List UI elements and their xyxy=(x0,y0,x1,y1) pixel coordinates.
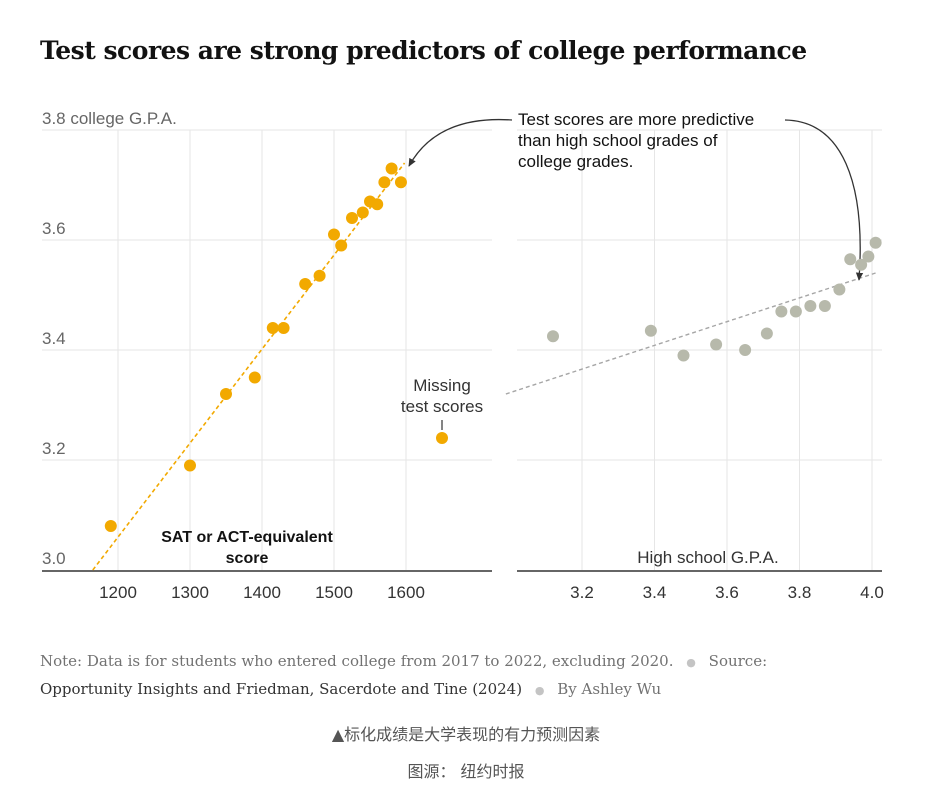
gpa-data-point xyxy=(760,327,773,340)
right-x-axis-label: High school G.P.A. xyxy=(637,548,778,567)
separator-dot-1: ● xyxy=(686,656,696,669)
score-data-point xyxy=(277,322,290,334)
score-data-point xyxy=(220,388,232,400)
annotation-text-line: college grades. xyxy=(518,152,633,171)
missing-score-data-point xyxy=(436,432,448,444)
left-x-tick-label: 1400 xyxy=(243,583,281,602)
source-label: Source: xyxy=(708,652,768,670)
score-data-point xyxy=(346,212,358,224)
chart-note: Note: Data is for students who entered c… xyxy=(40,648,900,704)
right-x-tick-label: 4.0 xyxy=(860,583,884,602)
missing-label-line-1: Missing xyxy=(413,376,471,395)
y-tick-label: 3.4 xyxy=(42,329,66,348)
byline: By Ashley Wu xyxy=(557,680,662,698)
y-tick-label: 3.0 xyxy=(42,549,66,568)
gpa-data-point xyxy=(677,349,690,362)
y-tick-label: 3.6 xyxy=(42,219,66,238)
gpa-data-point xyxy=(869,236,882,249)
gpa-data-point xyxy=(644,324,657,337)
gpa-data-point xyxy=(775,305,788,318)
left-x-tick-label: 1600 xyxy=(387,583,425,602)
gpa-data-point xyxy=(862,250,875,263)
left-x-axis-label-line-2: score xyxy=(226,550,269,567)
gpa-data-point xyxy=(547,330,559,343)
source-text: Opportunity Insights and Friedman, Sacer… xyxy=(40,680,523,698)
annotation-text-line: Test scores are more predictive xyxy=(518,110,754,129)
left-x-tick-label: 1500 xyxy=(315,583,353,602)
chart-plot-area: 3.0 3.2 3.4 3.6 3.8 college G.P.A. 1200 1300 14… xyxy=(42,109,884,602)
y-tick-label: 3.8 college G.P.A. xyxy=(42,109,177,128)
left-x-axis-label-line-1: SAT or ACT-equivalent xyxy=(161,529,333,546)
score-data-point xyxy=(299,278,312,290)
score-data-point xyxy=(104,520,117,532)
right-x-tick-label: 3.2 xyxy=(570,583,594,602)
score-data-point xyxy=(378,176,391,189)
left-x-tick-label: 1200 xyxy=(99,583,137,602)
gpa-data-point xyxy=(789,305,802,318)
gpa-data-point xyxy=(855,258,868,271)
score-data-point xyxy=(385,162,398,175)
left-x-tick-label: 1300 xyxy=(171,583,209,602)
score-data-point xyxy=(184,459,196,472)
right-x-tick-label: 3.4 xyxy=(643,583,667,602)
y-tick-label: 3.2 xyxy=(42,439,66,458)
gpa-data-point xyxy=(710,338,723,351)
score-data-point xyxy=(371,198,384,211)
score-data-point xyxy=(328,228,340,241)
note-text: Note: Data is for students who entered c… xyxy=(40,652,674,670)
left-trendline xyxy=(92,162,406,571)
gpa-data-point xyxy=(739,344,752,356)
chart-title: Test scores are strong predictors of col… xyxy=(40,36,807,65)
image-caption: ▲标化成绩是大学表现的有力预测因素 xyxy=(331,725,601,744)
gpa-data-point xyxy=(833,283,846,296)
score-data-point xyxy=(248,371,261,384)
score-data-point xyxy=(335,239,348,252)
annotation-arrow-right xyxy=(784,119,864,281)
annotation-arrow-left xyxy=(408,118,513,167)
annotation-text-line: than high school grades of xyxy=(518,131,718,150)
score-data-point xyxy=(266,322,279,334)
right-x-tick-label: 3.6 xyxy=(715,583,739,602)
gpa-data-point xyxy=(804,300,817,312)
right-x-tick-label: 3.8 xyxy=(788,583,812,602)
score-data-point xyxy=(394,176,407,189)
separator-dot-2: ● xyxy=(534,684,545,697)
image-credit: 图源： 纽约时报 xyxy=(407,762,525,781)
score-data-point xyxy=(313,269,326,282)
gpa-data-point xyxy=(818,300,831,312)
score-data-point xyxy=(356,206,369,219)
missing-label-line-2: test scores xyxy=(401,397,483,416)
right-trendline xyxy=(505,272,876,395)
gpa-data-point xyxy=(844,253,857,266)
